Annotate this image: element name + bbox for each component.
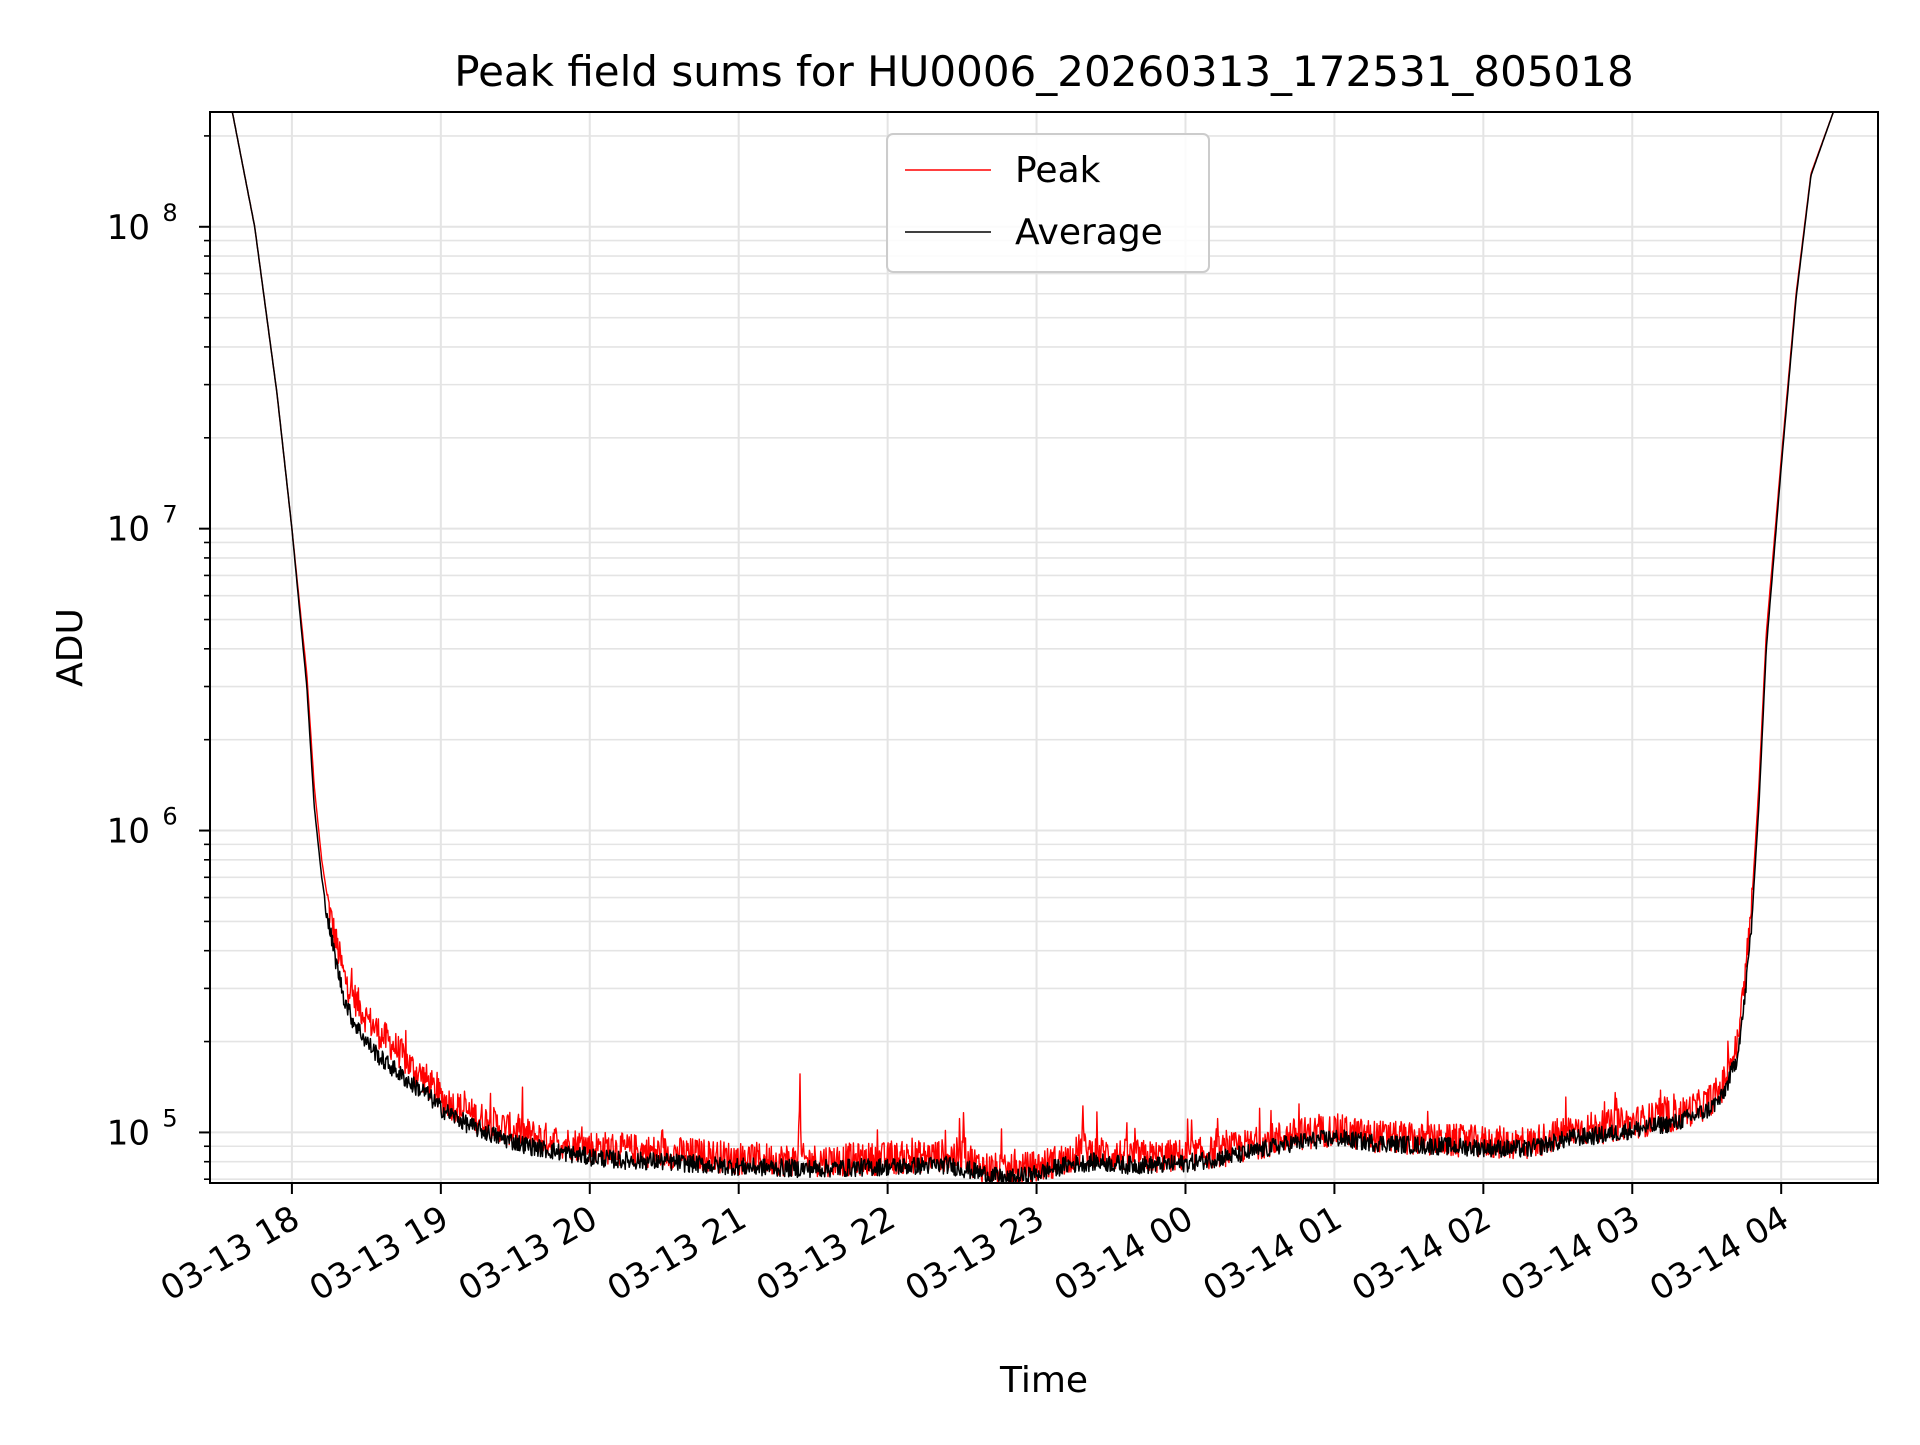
y-tick-label: 10 (107, 510, 150, 550)
x-axis-label: Time (999, 1360, 1088, 1401)
series-line-average (231, 111, 1835, 1184)
y-tick-label: 10 (107, 208, 150, 248)
y-tick-base: 10 (107, 510, 150, 550)
legend-label-average: Average (1015, 212, 1163, 253)
y-tick-base: 10 (107, 208, 150, 248)
y-axis-label: ADU (50, 608, 91, 687)
y-tick-label: 10 (107, 1113, 150, 1153)
plot-area-frame (209, 111, 1879, 1184)
y-tick-label: 10 (107, 812, 150, 852)
series-layer (231, 111, 1835, 1184)
grid-layer (210, 112, 1878, 1183)
legend-label-peak: Peak (1015, 150, 1101, 191)
chart-title: Peak field sums for HU0006_20260313_1725… (454, 47, 1633, 96)
legend: Peak Average (886, 133, 1210, 273)
y-tick-exponent: 5 (162, 1104, 177, 1132)
legend-box (886, 133, 1210, 273)
y-tick-base: 10 (107, 1113, 150, 1153)
y-tick-base: 10 (107, 812, 150, 852)
y-tick-exponent: 8 (162, 199, 177, 227)
y-tick-exponent: 7 (162, 501, 177, 529)
y-tick-exponent: 6 (162, 803, 177, 831)
